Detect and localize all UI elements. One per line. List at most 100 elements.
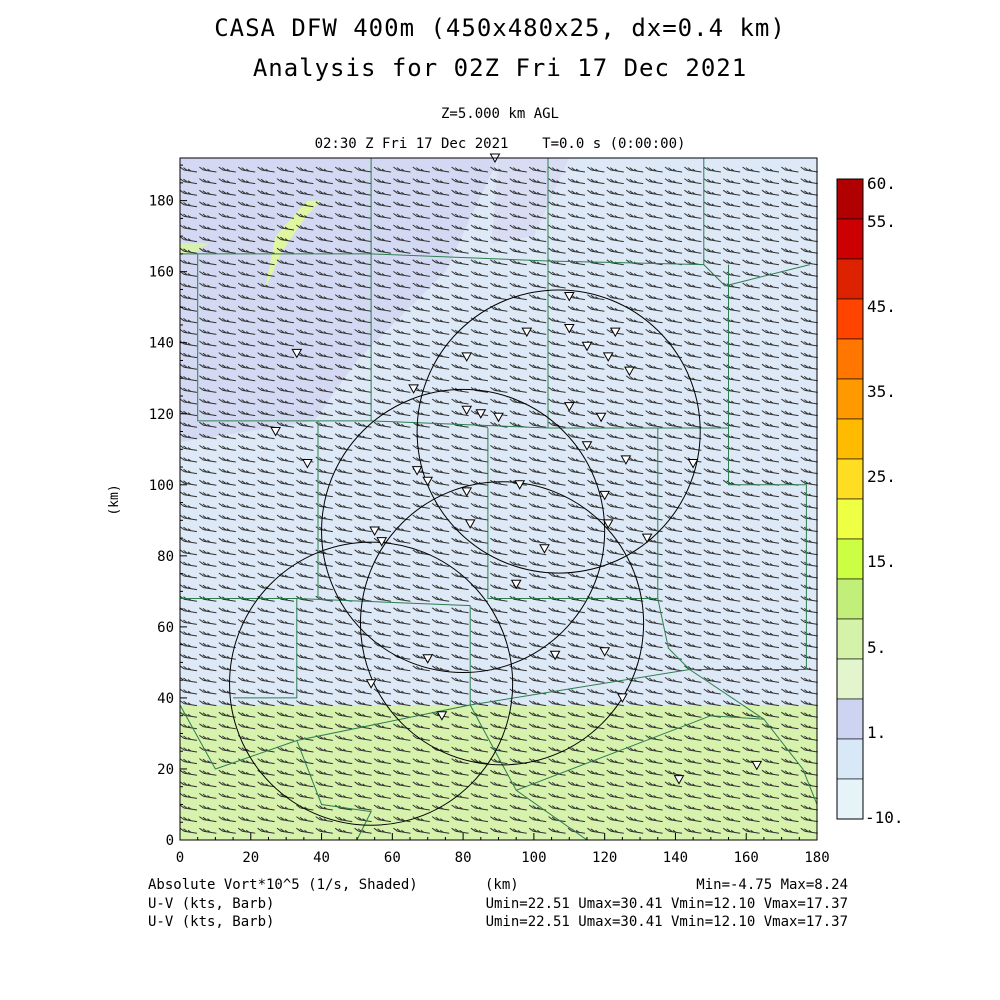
wind-barb [625, 549, 644, 556]
wind-barb [393, 595, 411, 602]
wind-barb [334, 503, 353, 509]
wind-barb [509, 653, 527, 660]
wind-barb [742, 619, 760, 625]
wind-barb [761, 758, 780, 765]
wind-barb [684, 236, 702, 243]
wind-barb [373, 282, 392, 289]
wind-barb [664, 827, 683, 834]
wind-barb [509, 398, 527, 405]
wind-barb [179, 746, 198, 753]
wind-barb [606, 224, 624, 231]
wind-barb [509, 584, 527, 591]
wind-barb [606, 665, 624, 672]
wind-barb [237, 479, 256, 486]
wind-barb [490, 781, 508, 788]
wind-barb [393, 746, 411, 753]
wind-barb [509, 433, 527, 440]
wind-barb [218, 827, 236, 834]
wind-barb [781, 804, 799, 811]
wind-barb [276, 572, 295, 579]
wind-barb [528, 735, 547, 741]
wind-barb [451, 804, 469, 811]
wind-barb [645, 677, 663, 683]
wind-barb [296, 700, 314, 707]
wind-barb [781, 619, 799, 625]
wind-barb [528, 746, 547, 753]
wind-barb [587, 433, 605, 440]
wind-barb [625, 700, 644, 707]
y-tick-label: 20 [157, 762, 174, 778]
wind-barb [179, 166, 198, 173]
wind-barb [218, 816, 236, 823]
wind-barb [393, 619, 411, 625]
wind-barb [373, 549, 392, 556]
wind-barb [703, 468, 721, 475]
wind-barb [684, 595, 702, 602]
wind-barb [781, 387, 799, 393]
wind-barb [393, 468, 411, 475]
y-tick-label: 0 [166, 833, 174, 849]
wind-barb [257, 375, 275, 382]
wind-barb [606, 503, 624, 509]
wind-barb [548, 549, 566, 556]
wind-barb [800, 421, 818, 428]
wind-barb [645, 758, 663, 765]
wind-barb [451, 711, 469, 718]
y-tick-label: 180 [149, 194, 174, 210]
wind-barb [451, 816, 469, 823]
wind-barb [276, 758, 295, 765]
wind-barb [703, 178, 721, 185]
wind-barb [276, 247, 295, 254]
wind-barb [722, 677, 741, 683]
wind-barb [606, 166, 624, 173]
wind-barb [781, 595, 799, 602]
wind-barb [742, 793, 760, 799]
station-marker [461, 352, 473, 362]
wind-barb [393, 607, 411, 614]
wind-barb [237, 723, 256, 730]
wind-barb [625, 166, 644, 173]
wind-barb [606, 445, 624, 451]
wind-barb [548, 735, 566, 741]
wind-barb [703, 607, 721, 614]
wind-barb [218, 259, 236, 266]
wind-barb [664, 166, 683, 173]
wind-barb [179, 688, 198, 695]
county-line [197, 253, 319, 599]
wind-barb [587, 201, 605, 208]
wind-barb [645, 201, 663, 208]
wind-barb [625, 595, 644, 602]
wind-barb [179, 375, 198, 382]
wind-barb [218, 711, 236, 718]
wind-barb [237, 769, 256, 776]
wind-barb [703, 213, 721, 219]
wind-barb [703, 166, 721, 173]
wind-barb [334, 201, 353, 208]
wind-barb [684, 769, 702, 776]
wind-barb [373, 642, 392, 649]
wind-barb [606, 236, 624, 243]
wind-barb [761, 677, 780, 683]
wind-barb [781, 781, 799, 788]
wind-barb [257, 793, 275, 799]
wind-barb [393, 317, 411, 324]
wind-barb [742, 607, 760, 614]
wind-barb [722, 735, 741, 741]
wind-barb [257, 166, 275, 173]
wind-barb [742, 549, 760, 556]
wind-barb [664, 247, 683, 254]
wind-barb [761, 711, 780, 718]
wind-barb [703, 503, 721, 509]
wind-barb [567, 537, 586, 544]
wind-barb [470, 769, 489, 776]
wind-barb [179, 189, 198, 196]
wind-barb [761, 363, 780, 370]
wind-barb [315, 688, 333, 695]
wind-barb [393, 259, 411, 266]
wind-barb [296, 410, 314, 417]
wind-barb [761, 503, 780, 509]
wind-barb [373, 294, 392, 301]
wind-barb [509, 827, 527, 834]
wind-barb [334, 793, 353, 799]
wind-barb [199, 456, 217, 463]
